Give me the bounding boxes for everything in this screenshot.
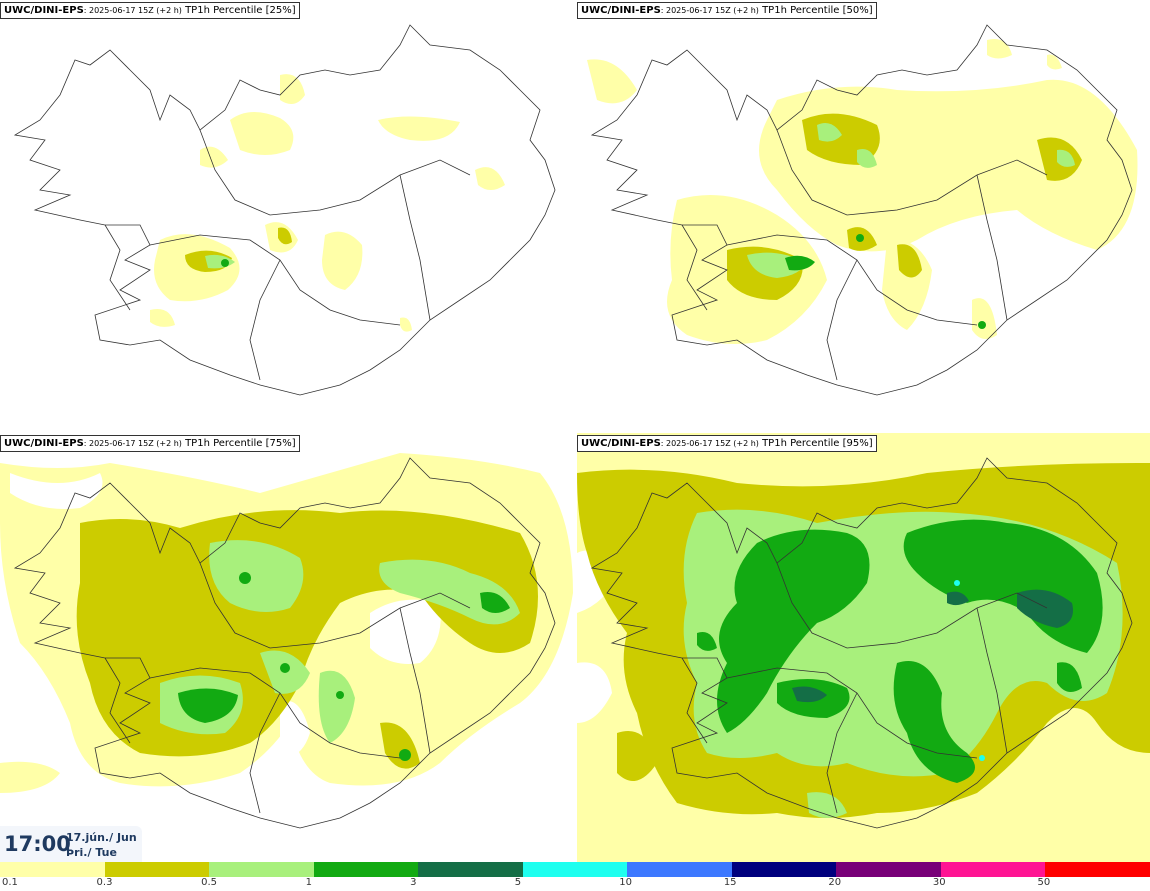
map-panel-p75: UWC/DINI-EPS: 2025-06-17 15Z (+2 h) TP1h… <box>0 433 573 863</box>
colorbar-ticks: 0.1 0.3 0.5 1 3 5 10 15 20 30 50 <box>0 877 1150 891</box>
precip-shading-heavy <box>792 589 1073 703</box>
iceland-coastline <box>590 24 1133 396</box>
colorbar-segment <box>1045 862 1150 877</box>
precip-map <box>0 453 573 829</box>
colorbar-segment <box>0 862 105 877</box>
precip-shading <box>587 39 1138 344</box>
iceland-coastline <box>590 457 1133 829</box>
colorbar-segment <box>836 862 941 877</box>
map-panel-p50: UWC/DINI-EPS: 2025-06-17 15Z (+2 h) TP1h… <box>577 0 1150 430</box>
colorbar-tick-label: 0.5 <box>201 877 217 888</box>
colorbar-tick-label: 0.3 <box>96 877 113 888</box>
colorbar-tick-label: 15 <box>723 877 737 888</box>
precip-shading-max <box>221 259 229 267</box>
colorbar-segment <box>418 862 523 877</box>
precip-map <box>577 433 1150 863</box>
colorbar-segment <box>209 862 314 877</box>
colorbar-tick-label: 3 <box>410 877 417 888</box>
colorbar-segment <box>731 862 837 877</box>
map-panel-p25: UWC/DINI-EPS: 2025-06-17 15Z (+2 h) TP1h… <box>0 0 573 430</box>
panel-title: UWC/DINI-EPS: 2025-06-17 15Z (+2 h) TP1h… <box>577 2 877 19</box>
colorbar-tick-label: 0.1 <box>2 877 18 888</box>
precip-shading-max <box>178 572 510 761</box>
map-panel-p95: UWC/DINI-EPS: 2025-06-17 15Z (+2 h) TP1h… <box>577 433 1150 863</box>
colorbar-tick-label: 50 <box>1037 877 1051 888</box>
colorbar-segment <box>627 862 732 877</box>
precip-shading <box>150 74 505 332</box>
colorbar-tick-label: 5 <box>514 877 522 888</box>
colorbar-tick-label: 1 <box>305 877 312 888</box>
panel-title: UWC/DINI-EPS: 2025-06-17 15Z (+2 h) TP1h… <box>0 435 300 452</box>
precip-shading-max <box>785 234 986 329</box>
panel-title: UWC/DINI-EPS: 2025-06-17 15Z (+2 h) TP1h… <box>577 435 877 452</box>
colorbar-segment <box>313 862 419 877</box>
colorbar-tick-label: 10 <box>619 877 632 888</box>
iceland-coastline <box>13 24 556 396</box>
panel-title: UWC/DINI-EPS: 2025-06-17 15Z (+2 h) TP1h… <box>0 2 300 19</box>
colorbar-tick-label: 20 <box>828 877 842 888</box>
valid-time: 17:00 <box>4 832 71 856</box>
precip-shading-high <box>160 540 520 743</box>
colorbar-segment <box>104 862 210 877</box>
precip-shading-extreme <box>954 580 985 761</box>
colorbar-segment <box>522 862 628 877</box>
iceland-coastline <box>13 457 556 829</box>
precip-map <box>13 24 556 396</box>
precip-map <box>587 24 1138 396</box>
colorbar-tick-label: 30 <box>932 877 946 888</box>
valid-weekday: Þri./ Tue <box>66 846 117 859</box>
valid-time-box: 17:00 17.jún./ Jun Þri./ Tue <box>0 826 142 862</box>
colorbar <box>0 862 1150 877</box>
colorbar-segment <box>940 862 1046 877</box>
valid-date: 17.jún./ Jun <box>66 831 137 844</box>
